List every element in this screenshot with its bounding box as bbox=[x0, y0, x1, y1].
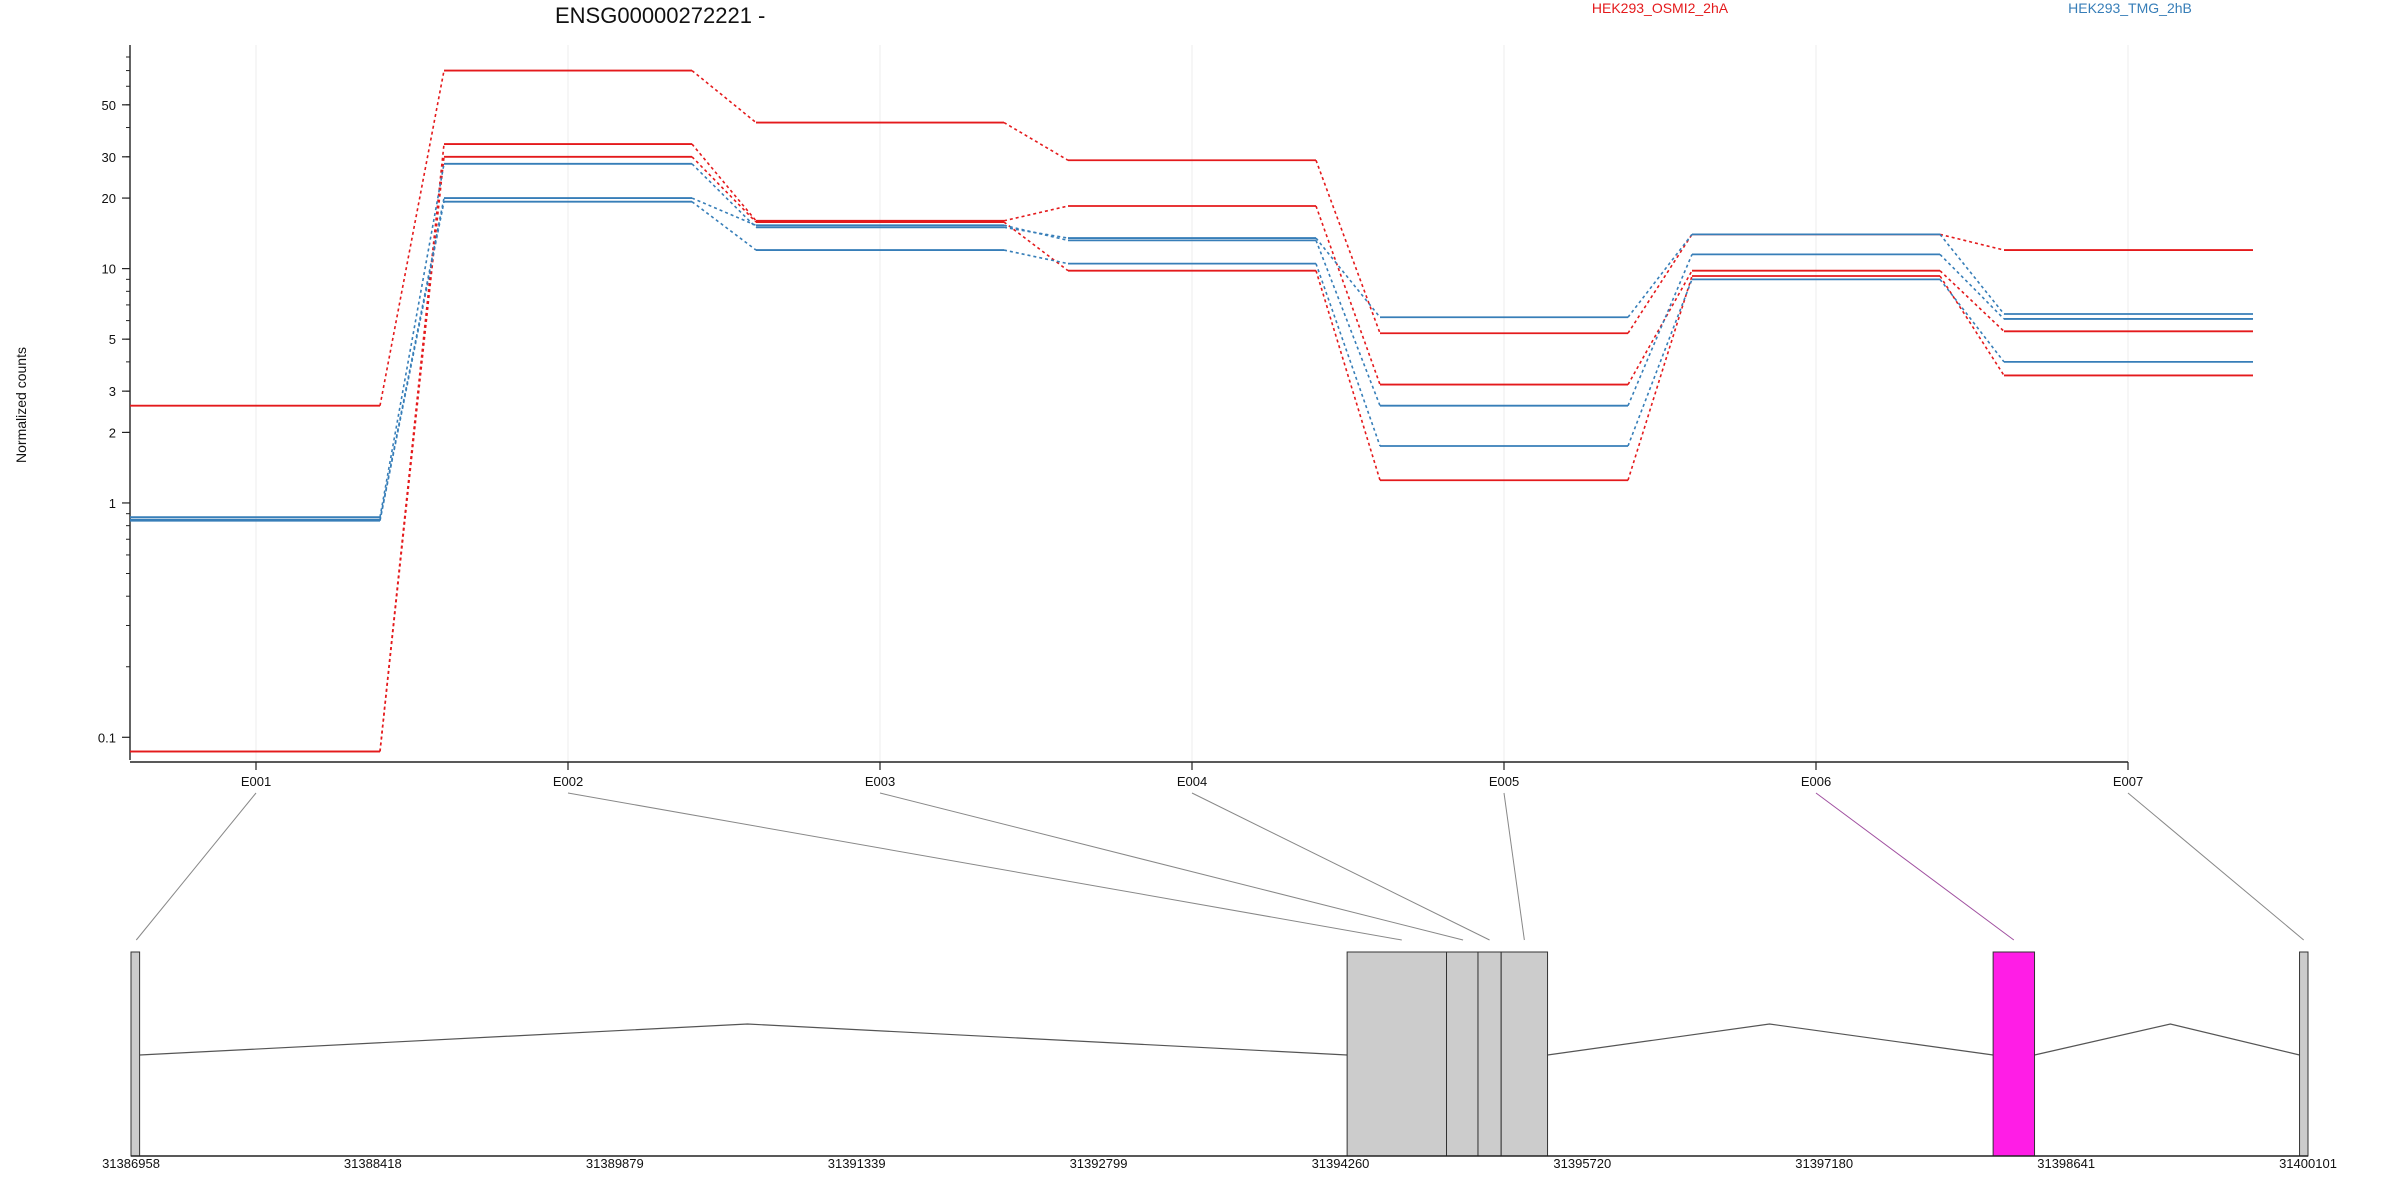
series-connector bbox=[1003, 249, 1069, 265]
data-series bbox=[130, 69, 2253, 753]
series-connector bbox=[379, 70, 445, 406]
genomic-axis-tick-label: 31388418 bbox=[344, 1156, 402, 1171]
series-connector bbox=[691, 197, 757, 227]
series-connector bbox=[691, 143, 757, 222]
series-connector bbox=[1627, 233, 1693, 334]
series-connector bbox=[1315, 237, 1381, 318]
genomic-axis-tick-label: 31397180 bbox=[1795, 1156, 1853, 1171]
series-connector bbox=[1315, 159, 1381, 334]
legend-entry-osmi2: HEK293_OSMI2_2hA bbox=[1592, 0, 1729, 16]
exon-link-e003 bbox=[879, 792, 1464, 941]
x-tick-label-e007: E007 bbox=[2113, 774, 2143, 789]
x-tick-label-e005: E005 bbox=[1489, 774, 1519, 789]
series-connector bbox=[1003, 221, 1069, 272]
intron bbox=[1547, 1023, 1994, 1056]
y-tick-label: 3 bbox=[109, 384, 116, 399]
series-connector bbox=[1315, 270, 1381, 481]
exon-e004 bbox=[1477, 951, 1502, 1157]
x-tick-label-e003: E003 bbox=[865, 774, 895, 789]
legend-entry-tmg: HEK293_TMG_2hB bbox=[2068, 0, 2192, 16]
gene-model: 31386958 31388418 31389879 31391339 31392799… bbox=[102, 792, 2337, 1171]
series-connector bbox=[1003, 121, 1069, 161]
y-axis-label: Normalized counts bbox=[13, 347, 29, 463]
y-tick-label: 5 bbox=[109, 332, 116, 347]
series-6 bbox=[130, 200, 2253, 522]
x-tick-label-e002: E002 bbox=[553, 774, 583, 789]
series-connector bbox=[1627, 279, 1693, 447]
y-tick-label: 2 bbox=[109, 425, 116, 440]
series-connector bbox=[1627, 270, 1693, 385]
x-tick-label-e004: E004 bbox=[1177, 774, 1207, 789]
genomic-axis-tick-label: 31391339 bbox=[828, 1156, 886, 1171]
exon-link-e006 bbox=[1815, 792, 2015, 941]
genomic-axis-tick-label: 31389879 bbox=[586, 1156, 644, 1171]
series-connector bbox=[1003, 224, 1069, 242]
series-connector bbox=[1939, 270, 2005, 332]
series-connector bbox=[1627, 254, 1693, 407]
genomic-axis-tick-label: 31398641 bbox=[2037, 1156, 2095, 1171]
exon-link-e002 bbox=[567, 792, 1402, 941]
series-connector bbox=[1003, 205, 1069, 222]
exon-e007 bbox=[2299, 951, 2309, 1157]
genomic-axis-tick-label: 31395720 bbox=[1553, 1156, 1611, 1171]
y-tick-label: 50 bbox=[102, 98, 116, 113]
y-tick-label: 20 bbox=[102, 191, 116, 206]
exon-e001 bbox=[130, 951, 141, 1157]
series-connector bbox=[1315, 263, 1381, 447]
intron bbox=[2034, 1023, 2300, 1056]
exon-e002 bbox=[1346, 951, 1448, 1157]
exon-link-e004 bbox=[1191, 792, 1490, 941]
genomic-axis-tick-label: 31400101 bbox=[2279, 1156, 2337, 1171]
series-connector bbox=[1939, 275, 2005, 376]
series-connector bbox=[379, 201, 445, 521]
genomic-axis-tick-label: 31386958 bbox=[102, 1156, 160, 1171]
plot-axes: 0.1 1 2 3 5 10 20 30 50 E001 E002 E003 E004 E005 E006 E… bbox=[98, 45, 2143, 789]
series-connector bbox=[1627, 275, 1693, 481]
series-connector bbox=[1939, 253, 2005, 320]
exon-e003 bbox=[1446, 951, 1479, 1157]
grid-lines bbox=[255, 45, 2129, 762]
genomic-axis-tick-label: 31392799 bbox=[1070, 1156, 1128, 1171]
y-tick-label: 0.1 bbox=[98, 730, 116, 745]
series-5 bbox=[130, 197, 2253, 521]
series-4 bbox=[130, 162, 2253, 519]
exon-e005 bbox=[1500, 951, 1549, 1157]
genomic-axis-tick-label: 31394260 bbox=[1312, 1156, 1370, 1171]
x-tick-label-e001: E001 bbox=[241, 774, 271, 789]
exon-link-e001 bbox=[135, 792, 257, 941]
intron bbox=[139, 1023, 1348, 1056]
series-connector bbox=[691, 163, 757, 228]
series-connector bbox=[1315, 205, 1381, 385]
y-tick-label: 30 bbox=[102, 150, 116, 165]
exon-e006 bbox=[1992, 951, 2036, 1157]
x-tick-label-e006: E006 bbox=[1801, 774, 1831, 789]
y-tick-label: 10 bbox=[102, 262, 116, 277]
exon-link-e005 bbox=[1503, 792, 1525, 941]
series-connector bbox=[379, 163, 445, 518]
y-tick-label: 1 bbox=[109, 496, 116, 511]
series-connector bbox=[691, 156, 757, 223]
exon-link-e007 bbox=[2127, 792, 2305, 941]
series-connector bbox=[1939, 233, 2005, 251]
series-connector bbox=[691, 201, 757, 251]
series-connector bbox=[1939, 233, 2005, 315]
series-connector bbox=[691, 69, 757, 124]
chart-title: ENSG00000272221 - bbox=[555, 3, 765, 28]
series-connector bbox=[1315, 240, 1381, 406]
